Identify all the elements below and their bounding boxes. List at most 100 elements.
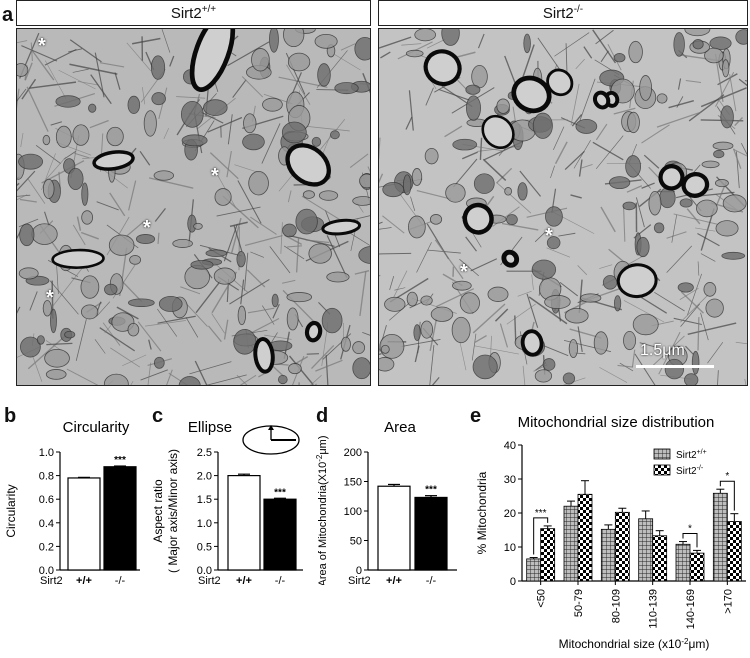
em-organelle [568,339,579,359]
em-organelle [696,199,718,218]
em-fiber [595,135,624,169]
em-fiber [163,127,169,140]
em-myelin-ring [501,249,520,268]
em-organelle [704,47,724,64]
panel-letter-c: c [152,405,164,427]
em-organelle [55,95,81,108]
em-fiber [575,58,585,70]
bar [227,474,261,571]
em-fiber [17,306,21,314]
em-organelle [44,349,70,368]
em-fiber [110,347,140,368]
em-fiber [180,286,201,295]
em-organelle [50,308,57,334]
em-fiber [656,111,702,128]
em-organelle [673,32,685,57]
em-organelle [545,206,563,227]
panel-letter-b: b [4,405,17,427]
em-fiber [577,265,588,276]
em-fiber [96,201,119,211]
y-tick-label: 0 [510,576,516,588]
em-fiber [69,39,102,63]
em-organelle [278,374,288,385]
em-organelle [720,105,734,129]
y-axis-label-secondary: ( Major axis/Minor axis) [166,449,180,573]
em-fiber [570,194,582,199]
em-organelle [214,188,232,206]
em-fiber [17,88,20,109]
x-category-label: 80-109 [610,589,622,623]
em-organelle [542,358,556,371]
em-fiber [416,242,432,273]
em-organelle [405,49,424,58]
em-fiber [244,234,283,247]
bar [577,493,593,582]
em-organelle [36,335,45,345]
em-organelle [269,29,279,53]
em-myelin-ring [546,68,574,97]
em-fiber [157,232,160,245]
em-fiber [668,100,694,109]
em-organelle [709,36,732,51]
em-myelin-ring [681,172,710,198]
em-fiber [379,137,381,160]
em-fiber [286,64,311,105]
em-fiber [281,279,296,284]
em-fiber [626,185,643,193]
em-fiber [29,81,77,89]
asterisk-marker: * [460,261,468,283]
em-organelle [205,249,227,258]
em-organelle [523,33,531,54]
bar [526,558,542,582]
em-fiber [49,280,79,315]
em-fiber [148,339,152,350]
em-myelin-ring [481,114,515,150]
em-fiber [77,81,98,86]
em-fiber [272,303,280,319]
em-fiber [461,151,478,160]
bar [103,466,137,571]
em-fiber [35,145,62,165]
em-fiber [410,196,416,211]
em-organelle [531,259,557,280]
em-fiber [431,376,440,385]
em-organelle [281,121,307,144]
em-organelle [129,255,142,265]
em-organelle [623,331,637,351]
chart-title: Mitochondrial size distribution [518,414,715,431]
em-fiber [194,360,208,385]
em-organelle [251,48,270,72]
em-fiber [128,180,137,211]
em-organelle [31,223,58,245]
em-fiber [583,46,593,59]
em-organelle [504,187,513,196]
em-fiber [579,78,596,122]
em-fiber [58,69,96,90]
em-organelle [580,293,602,303]
em-organelle [471,64,488,89]
chart-area: Area 0 50 100 150 200 +/+ -/- *** Sirt2 Area of Mi… [315,419,457,585]
em-fiber [116,306,139,320]
y-tick-label: 2.0 [197,471,212,483]
em-fiber [18,218,39,228]
em-organelle [413,324,421,341]
em-organelle [151,92,166,106]
em-organelle [735,29,747,45]
panel-letter-e: e [470,405,482,427]
em-organelle [473,173,495,194]
scale-bar [636,365,714,368]
em-fiber [729,74,737,112]
em-organelle [452,280,472,291]
em-organelle [487,286,509,302]
em-organelle [664,358,685,380]
em-fiber [17,229,22,240]
em-fiber [305,125,350,132]
x-category-label: 140-169 [685,589,697,629]
em-fiber [405,116,413,130]
em-fiber [94,52,105,98]
em-fiber [380,51,391,59]
em-fiber [30,42,33,62]
em-organelle [158,295,183,312]
em-organelle [684,373,699,385]
em-fiber [554,32,590,57]
